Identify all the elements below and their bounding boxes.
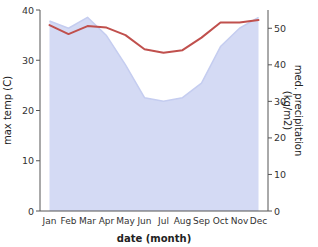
y2-tick-label: 50 (274, 23, 286, 34)
y2-axis-label-line: (kg/m2) (282, 91, 293, 131)
y-tick (36, 211, 40, 212)
y2-tick (268, 64, 272, 65)
y2-tick (268, 28, 272, 29)
y2-axis-line (268, 10, 269, 211)
x-tick-label: Oct (213, 216, 229, 226)
x-tick-label: Nov (231, 216, 249, 226)
x-tick-label: Jun (136, 216, 151, 226)
y2-tick (268, 137, 272, 138)
x-tick-label: May (116, 216, 135, 226)
y-tick-label: 40 (22, 5, 34, 16)
line (50, 20, 259, 53)
area-fill (50, 17, 259, 211)
x-axis-line (40, 211, 268, 212)
area-edge (50, 17, 259, 101)
x-tick-label: Jul (157, 216, 169, 226)
y-tick-label: 0 (28, 206, 34, 217)
y-tick-label: 20 (22, 105, 34, 116)
y-axis-label: max temp (C) (2, 76, 13, 145)
y2-tick (268, 174, 272, 175)
y-tick (36, 10, 40, 11)
y2-axis-label-line: med. precipitation (293, 65, 304, 157)
x-tick-label: Apr (99, 216, 115, 226)
plot-area (50, 17, 259, 211)
y-tick (36, 60, 40, 61)
y-tick (36, 110, 40, 111)
x-tick-label: Feb (61, 216, 77, 226)
y-tick-label: 30 (22, 55, 34, 66)
y2-tick-label: 0 (274, 206, 280, 217)
y-tick-label: 10 (22, 155, 34, 166)
x-tick-label: Mar (79, 216, 96, 226)
x-tick-label: Aug (174, 216, 192, 226)
chart: 01020304001020304050JanFebMarAprMayJunJu… (0, 0, 318, 247)
x-tick-label: Dec (250, 216, 267, 226)
y2-tick-label: 40 (274, 59, 286, 70)
x-tick-label: Jan (42, 216, 57, 226)
y2-axis-label: med. precipitation(kg/m2) (282, 65, 304, 157)
y2-tick-label: 20 (274, 132, 286, 143)
y2-tick (268, 101, 272, 102)
page: {"chart_data": {"type": "line", "categor… (0, 0, 318, 247)
y2-tick (268, 211, 272, 212)
y-tick (36, 160, 40, 161)
y2-tick-label: 10 (274, 169, 286, 180)
x-axis-label: date (month) (117, 233, 191, 244)
x-tick-label: Sep (193, 216, 210, 226)
